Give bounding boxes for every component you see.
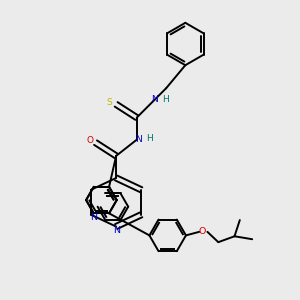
Text: H: H [162, 94, 169, 103]
Text: S: S [107, 98, 112, 107]
Text: H: H [146, 134, 152, 143]
Text: N: N [112, 226, 120, 236]
Text: N: N [135, 135, 142, 144]
Text: N: N [90, 213, 97, 222]
Text: O: O [86, 136, 93, 145]
Text: N: N [151, 95, 158, 104]
Text: O: O [198, 227, 206, 236]
